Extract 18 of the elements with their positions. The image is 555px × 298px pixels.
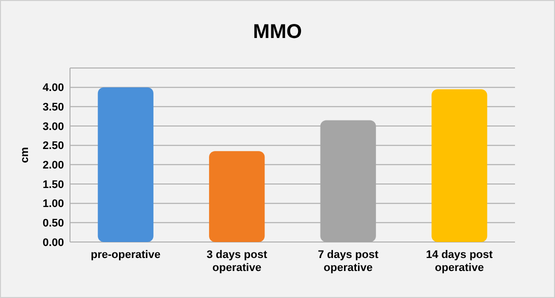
x-tick-label: 3 days post operative bbox=[206, 249, 268, 274]
bar bbox=[98, 87, 154, 242]
y-tick-label: 0.50 bbox=[42, 218, 64, 230]
y-tick-label: 1.50 bbox=[42, 178, 64, 191]
x-tick-label: 7 days post operative bbox=[318, 249, 379, 274]
bar bbox=[432, 89, 488, 242]
bar bbox=[209, 151, 265, 242]
y-tick-label: 4.00 bbox=[42, 82, 64, 94]
y-axis-title: cm bbox=[19, 146, 31, 163]
x-tick-label: 14 days post operative bbox=[426, 249, 494, 274]
y-tick-label: 3.50 bbox=[42, 102, 64, 114]
y-tick-label: 2.00 bbox=[42, 160, 64, 172]
y-tick-label: 1.00 bbox=[42, 198, 64, 210]
chart-title: MMO bbox=[253, 21, 302, 43]
y-tick-label: 3.00 bbox=[42, 120, 64, 133]
x-tick-label: pre-operative bbox=[90, 249, 160, 261]
y-tick-label: 0.00 bbox=[42, 236, 64, 249]
y-tick-label: 2.50 bbox=[42, 140, 64, 152]
